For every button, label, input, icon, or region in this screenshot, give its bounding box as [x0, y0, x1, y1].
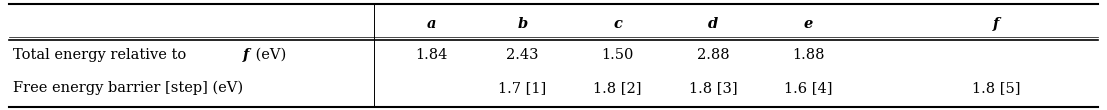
- Text: 1.8 [5]: 1.8 [5]: [972, 81, 1021, 95]
- Text: 1.84: 1.84: [415, 48, 448, 62]
- Text: f: f: [242, 48, 249, 62]
- Text: b: b: [517, 17, 528, 31]
- Text: Total energy relative to: Total energy relative to: [13, 48, 192, 62]
- Text: 1.50: 1.50: [601, 48, 634, 62]
- Text: 2.43: 2.43: [506, 48, 539, 62]
- Text: c: c: [613, 17, 622, 31]
- Text: a: a: [427, 17, 436, 31]
- Text: f: f: [993, 17, 1000, 31]
- Text: 1.7 [1]: 1.7 [1]: [498, 81, 547, 95]
- Text: e: e: [804, 17, 813, 31]
- Text: 1.88: 1.88: [792, 48, 825, 62]
- Text: 2.88: 2.88: [696, 48, 730, 62]
- Text: 1.8 [2]: 1.8 [2]: [593, 81, 642, 95]
- Text: Free energy barrier [step] (eV): Free energy barrier [step] (eV): [13, 81, 244, 95]
- Text: d: d: [707, 17, 718, 31]
- Text: 1.6 [4]: 1.6 [4]: [784, 81, 832, 95]
- Text: (eV): (eV): [251, 48, 286, 62]
- Text: 1.8 [3]: 1.8 [3]: [689, 81, 737, 95]
